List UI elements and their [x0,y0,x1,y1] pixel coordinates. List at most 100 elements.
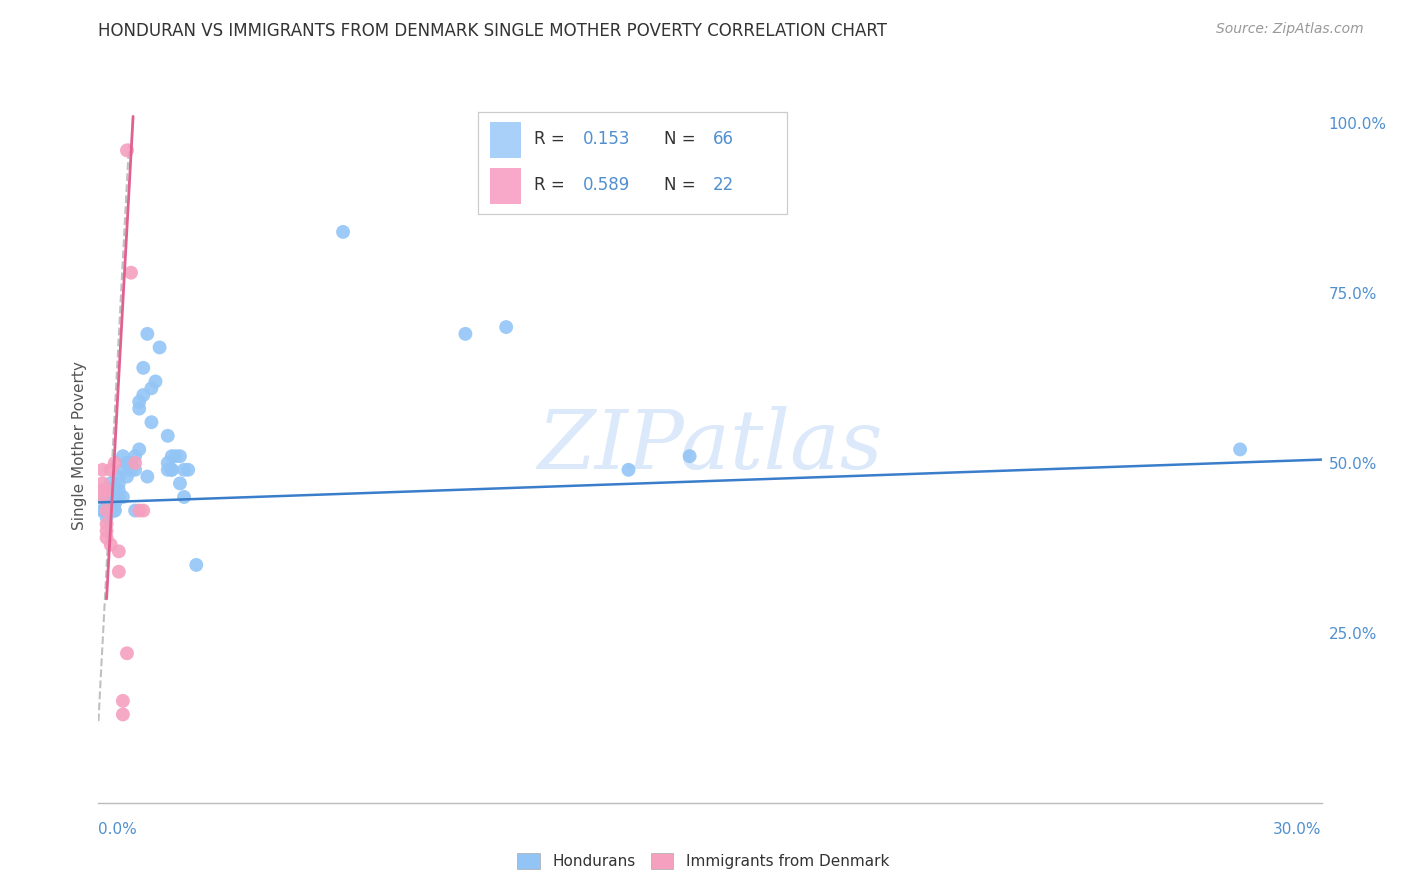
Point [104,483,127,498]
Point [160,463,183,477]
Point [100,497,122,511]
Text: ZIPatlas: ZIPatlas [537,406,883,486]
Point [149,341,172,355]
Point [96,483,118,498]
Point [108,544,131,558]
Point [100,503,122,517]
Point [100,497,122,511]
Point [108,490,131,504]
Point [115,469,138,483]
Point [160,449,183,463]
Point [115,646,138,660]
Point [156,429,179,443]
Text: R =: R = [534,177,569,194]
Point [115,456,138,470]
Point [104,497,127,511]
Point [91,490,114,504]
Point [104,503,127,517]
Point [108,565,131,579]
Point [111,463,134,477]
Text: R =: R = [534,130,569,148]
Point [186,558,208,572]
Point [100,463,122,477]
Point [104,497,127,511]
Point [124,456,146,470]
Point [156,456,179,470]
Point [156,463,179,477]
Point [132,503,155,517]
Point [169,449,191,463]
Text: 66: 66 [713,130,734,148]
Point [173,490,195,504]
Point [177,463,200,477]
Text: 22: 22 [713,177,734,194]
Point [104,503,127,517]
Text: 0.589: 0.589 [583,177,630,194]
Point [169,476,191,491]
Point [91,463,114,477]
Point [454,326,477,341]
Text: N =: N = [664,130,700,148]
Point [96,517,118,532]
Bar [491,168,522,204]
Point [136,326,159,341]
Point [128,503,150,517]
Point [104,490,127,504]
Point [679,449,702,463]
Point [111,490,134,504]
Point [120,266,142,280]
Text: HONDURAN VS IMMIGRANTS FROM DENMARK SINGLE MOTHER POVERTY CORRELATION CHART: HONDURAN VS IMMIGRANTS FROM DENMARK SING… [98,22,887,40]
Point [136,469,159,483]
Point [91,476,114,491]
Point [132,388,155,402]
Text: 0.153: 0.153 [583,130,631,148]
Point [617,463,640,477]
Point [96,531,118,545]
Point [91,503,114,517]
Point [104,490,127,504]
Point [91,490,114,504]
Point [115,456,138,470]
Point [128,401,150,416]
Point [100,503,122,517]
Point [141,381,163,395]
Point [173,463,195,477]
Point [96,510,118,524]
Point [96,497,118,511]
Point [165,449,187,463]
Bar [491,122,522,158]
Point [115,144,138,158]
Point [141,415,163,429]
Point [100,537,122,551]
Text: N =: N = [664,177,700,194]
Point [91,503,114,517]
Point [128,394,150,409]
Legend: Hondurans, Immigrants from Denmark: Hondurans, Immigrants from Denmark [510,847,896,875]
Point [120,456,142,470]
Point [1229,442,1251,457]
Point [104,456,127,470]
Point [96,483,118,498]
Point [108,469,131,483]
Point [132,360,155,375]
Point [111,694,134,708]
Point [124,503,146,517]
Point [128,442,150,457]
Point [108,483,131,498]
Point [100,476,122,491]
Text: 0.0%: 0.0% [98,822,138,837]
Point [96,497,118,511]
Point [111,449,134,463]
Point [124,463,146,477]
Point [108,476,131,491]
Point [111,707,134,722]
Point [96,503,118,517]
Point [100,490,122,504]
Point [495,320,517,334]
Point [96,503,118,517]
Point [96,524,118,538]
Point [145,375,167,389]
Point [124,449,146,463]
Point [91,483,114,498]
Y-axis label: Single Mother Poverty: Single Mother Poverty [72,361,87,531]
